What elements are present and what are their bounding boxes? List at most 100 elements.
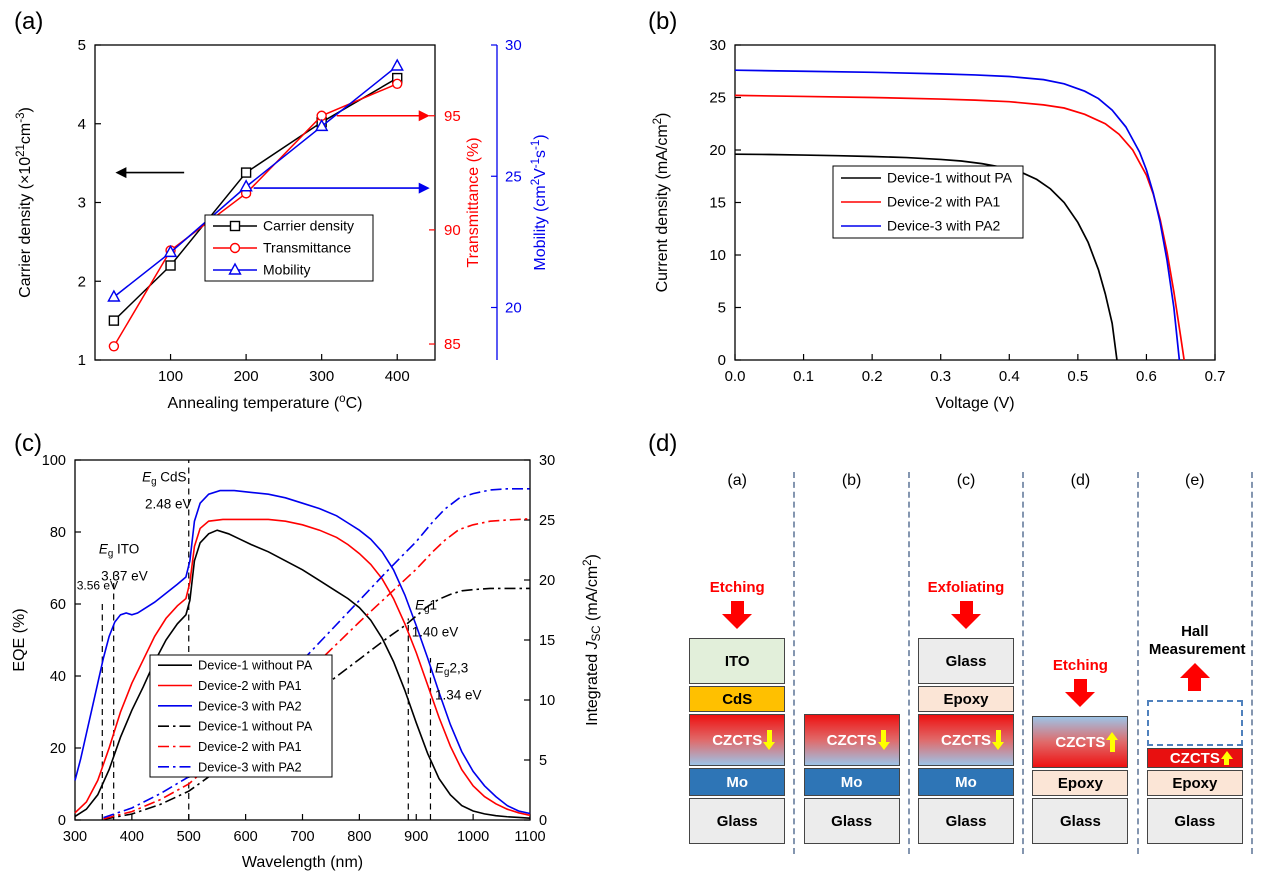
series-line	[734, 94, 1185, 361]
data-point-marker	[240, 167, 252, 178]
x-tick-label: 400	[385, 368, 410, 385]
action-arrow-down-icon	[951, 601, 982, 629]
y-tick-label: 5	[718, 300, 726, 317]
x-tick-label: 100	[158, 368, 183, 385]
panel-label-d: (d)	[648, 430, 678, 457]
legend-label: Transmittance	[263, 240, 351, 256]
legend-label: Device-2 with PA1	[887, 194, 1001, 210]
x-tick-label: 600	[234, 829, 258, 845]
panel-label-b: (b)	[648, 8, 678, 35]
series-line	[74, 518, 531, 817]
data-point-marker	[239, 179, 253, 192]
arrow-head	[1106, 732, 1119, 740]
y-tick-label: 5	[78, 37, 86, 54]
layer-epoxy: Epoxy	[1146, 770, 1243, 796]
arrow-stem	[1188, 678, 1202, 691]
layer-glass: Glass	[918, 638, 1015, 684]
data-point-marker	[229, 220, 241, 232]
x-tick-label: 0.1	[793, 368, 814, 385]
layer-label: Glass	[945, 812, 987, 830]
annotation-text: 2.48 eV	[145, 497, 192, 512]
arrow-stem	[995, 730, 1001, 742]
arrow-head	[951, 614, 982, 629]
arrow-head	[992, 742, 1005, 750]
process-action: Exfoliating	[920, 579, 1012, 629]
y-tick-label: 3	[78, 195, 86, 212]
annotation-text: Eg2,3	[435, 660, 468, 678]
arrow-stem	[1224, 759, 1230, 765]
x-tick-label: 0.6	[1136, 368, 1157, 385]
y-tick-label: 20	[505, 300, 522, 317]
process-step-label: (e)	[1185, 472, 1205, 489]
y-tick-label: 25	[505, 168, 522, 185]
y-tick-label: 0	[718, 352, 726, 369]
arrow-head	[722, 614, 753, 629]
data-point-marker	[390, 58, 404, 71]
arrow-head	[1220, 751, 1233, 759]
y-tick-label: 20	[539, 573, 555, 589]
y-tick-label: 20	[50, 741, 66, 757]
y-tick-label: 25	[709, 90, 726, 107]
layer-glass: Glass	[918, 798, 1015, 844]
legend-label: Device-2 with PA1	[198, 739, 302, 754]
process-step-label: (b)	[841, 472, 862, 489]
legend-label: Device-3 with PA2	[887, 218, 1001, 234]
data-point-marker	[229, 242, 241, 254]
x-tick-label: 0.2	[862, 368, 883, 385]
y-axis-title-eqe: EQE (%)	[11, 608, 28, 671]
axis-pointer-arrowhead-icon	[418, 110, 430, 122]
x-tick-label: 0.4	[999, 368, 1020, 385]
y-tick-label: 0	[58, 813, 66, 829]
y-tick-label: 30	[539, 453, 555, 469]
process-step-a: (a) Etching ITO CdS CZCTS Mo Glass	[681, 472, 796, 854]
process-flow-diagram: (a) Etching ITO CdS CZCTS Mo Glass (b) CZCTS Mo Gl…	[635, 430, 1269, 887]
layer-label: Glass	[831, 812, 873, 830]
y-axis-title: Current density (mA/cm2)	[652, 113, 671, 293]
process-step-b: (b) CZCTS Mo Glass	[795, 472, 910, 854]
panel-label-c: (c)	[14, 430, 42, 457]
y-tick-label: 80	[50, 525, 66, 541]
y-tick-label: 90	[444, 222, 461, 239]
arrow-stem	[959, 601, 973, 614]
layer-label: Glass	[716, 812, 758, 830]
annotation-text: Eg CdS	[142, 470, 186, 488]
arrow-stem	[1073, 679, 1087, 692]
arrow-head	[877, 742, 890, 750]
layer-label: Epoxy	[1057, 774, 1103, 792]
x-tick-label: 1000	[457, 829, 489, 845]
y-axis-title-mobility: Mobility (cm2V-1s-1)	[530, 134, 549, 270]
y-tick-label: 10	[709, 247, 726, 264]
y-tick-label: 4	[78, 116, 86, 133]
layer-etched-gap	[1146, 700, 1243, 746]
series-line	[113, 77, 398, 322]
data-point-marker	[107, 289, 121, 302]
legend-label: Device-1 without PA	[887, 170, 1013, 186]
process-step-e: (e) Hall Measurement CZCTS Epoxy Glass	[1139, 472, 1254, 854]
series-line	[734, 69, 1181, 361]
arrow-stem	[881, 730, 887, 742]
layer-czcts: CZCTS	[1032, 716, 1129, 768]
y-tick-label: 0	[539, 813, 547, 829]
process-steps-row: (a) Etching ITO CdS CZCTS Mo Glass (b) CZCTS Mo Gl…	[681, 472, 1254, 854]
axis-pointer-arrowhead-icon	[115, 167, 127, 179]
data-point-marker	[108, 315, 120, 326]
series-line	[74, 489, 531, 815]
data-point-marker	[165, 260, 176, 271]
layer-label: Glass	[1174, 812, 1216, 830]
legend-label: Device-1 without PA	[198, 719, 313, 734]
chart-jv-curves: 0.0 0.1 0.2 0.3 0.4 0.5 0.6 0.7 Voltage (V) 0 5 10 1…	[652, 37, 1226, 412]
data-point-marker	[314, 118, 329, 132]
layer-label: Epoxy	[1172, 774, 1218, 792]
material-direction-arrow-icon	[1106, 732, 1119, 752]
layer-label: Mo	[726, 773, 749, 791]
layer-label: Epoxy	[943, 690, 989, 708]
arrow-head	[1179, 663, 1210, 678]
chart-annealing-properties: 100 200 300 400 Annealing temperature (oC) 1 2…	[15, 37, 549, 412]
material-direction-arrow-icon	[763, 730, 776, 750]
arrow-stem	[766, 730, 772, 742]
layer-label: Glass	[1059, 812, 1101, 830]
arrow-stem	[1109, 740, 1115, 752]
y-tick-label: 60	[50, 597, 66, 613]
layer-glass: Glass	[1146, 798, 1243, 844]
action-label: Etching	[1052, 657, 1108, 674]
